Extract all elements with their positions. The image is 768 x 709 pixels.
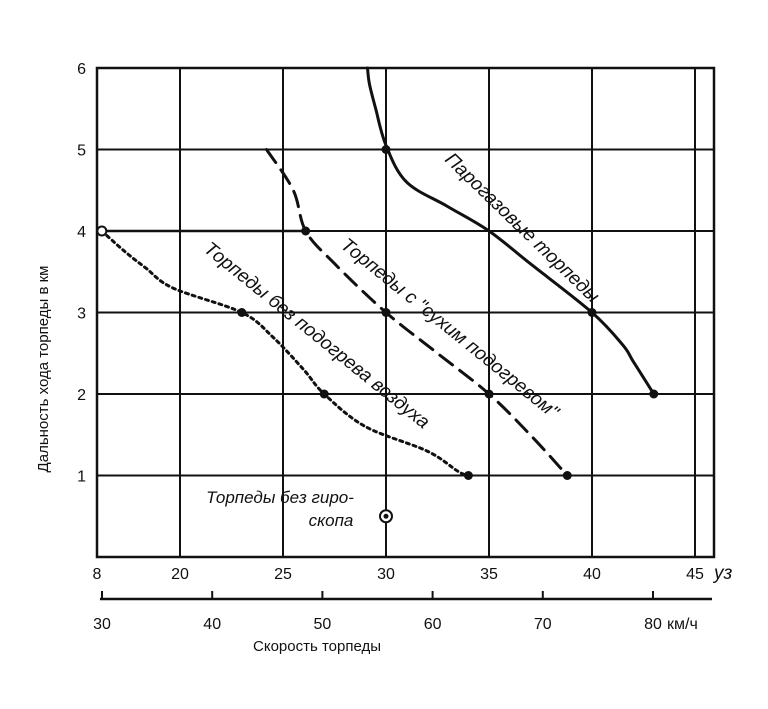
kmh-tick-3: 60 — [424, 616, 442, 633]
series-line-0 — [366, 66, 656, 396]
x-tick-knots-0: 8 — [93, 566, 102, 583]
kmh-axis: 30 40 50 60 70 80 — [93, 591, 712, 633]
x-tick-knots-5: 40 — [583, 566, 601, 583]
kmh-tick-5: 80 — [644, 616, 662, 633]
x-unit-kmh: км/ч — [667, 616, 698, 633]
series-2-point-2 — [463, 471, 473, 480]
x-tick-knots-4: 35 — [480, 566, 498, 583]
y-tick-5: 6 — [77, 61, 86, 78]
kmh-tick-2: 50 — [314, 616, 332, 633]
annotation-point-dot — [383, 513, 389, 519]
series-2-point-1 — [319, 389, 329, 399]
y-axis-label: Дальность хода торпеды в км — [35, 266, 52, 473]
series-0-point-0 — [381, 145, 391, 154]
y-tick-1: 2 — [77, 387, 86, 404]
series-1-point-1 — [381, 308, 391, 317]
series-0-point-1 — [587, 308, 597, 317]
series-1-point-3 — [562, 471, 572, 480]
x-axis-label: Скорость торпеды — [253, 638, 381, 655]
y-tick-0: 1 — [77, 469, 86, 486]
series-1-point-0 — [301, 226, 311, 236]
x-tick-knots-3: 30 — [377, 566, 395, 583]
kmh-tick-0: 30 — [93, 616, 111, 633]
y-tick-4: 5 — [77, 143, 86, 160]
kmh-tick-1: 40 — [203, 616, 221, 633]
x-tick-knots-2: 25 — [274, 566, 292, 583]
x-tick-labels-knots: 8 20 25 30 35 40 45 — [93, 566, 704, 583]
kmh-tick-4: 70 — [534, 616, 552, 633]
annotation-line2: скопа — [309, 511, 354, 530]
y-tick-3: 4 — [77, 224, 86, 241]
series-label-0: Парогазовые торпеды — [441, 149, 604, 307]
y-tick-2: 3 — [77, 306, 86, 323]
series-markers — [96, 145, 659, 524]
x-tick-knots-1: 20 — [171, 566, 189, 583]
x-tick-knots-6: 45 — [686, 566, 704, 583]
annotation-line1: Торпеды без гиро- — [206, 488, 354, 507]
chart-grid — [97, 68, 714, 557]
series-1-point-2 — [484, 389, 494, 399]
series-2-open-point — [96, 225, 108, 237]
series-2-point-0 — [237, 308, 247, 317]
series-0-point-2 — [649, 389, 659, 399]
series-label-2: Торпеды без подогрева воздуха — [200, 238, 434, 433]
x-unit-knots: уз — [712, 563, 733, 584]
y-tick-labels: 1 2 3 4 5 6 — [77, 61, 86, 486]
plot-frame — [95, 66, 716, 559]
series-line-2 — [100, 229, 470, 477]
